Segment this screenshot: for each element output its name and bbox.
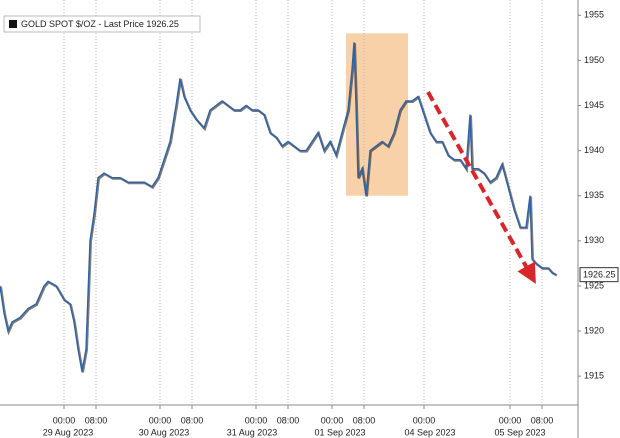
x-tick-label: 08:00 bbox=[85, 415, 108, 425]
legend-swatch bbox=[9, 20, 17, 28]
y-tick-label: 1950 bbox=[584, 55, 604, 65]
x-tick-label: 00:00 bbox=[499, 415, 522, 425]
y-tick-label: 1915 bbox=[584, 371, 604, 381]
date-label: 01 Sep 2023 bbox=[314, 427, 365, 437]
trend-arrow bbox=[426, 91, 536, 284]
price-line bbox=[0, 42, 557, 372]
date-label: 29 Aug 2023 bbox=[43, 427, 94, 437]
price-line-shadow bbox=[0, 43, 558, 373]
x-tick-label: 00:00 bbox=[149, 415, 172, 425]
y-tick-label: 1935 bbox=[584, 190, 604, 200]
x-tick-label: 08:00 bbox=[353, 415, 376, 425]
date-label: 30 Aug 2023 bbox=[139, 427, 190, 437]
x-tick-label: 00:00 bbox=[413, 415, 436, 425]
x-tick-label: 08:00 bbox=[277, 415, 300, 425]
x-tick-label: 00:00 bbox=[245, 415, 268, 425]
y-tick-label: 1920 bbox=[584, 325, 604, 335]
date-label: 05 Sep 2023 bbox=[494, 427, 545, 437]
legend-box bbox=[3, 15, 201, 33]
x-tick-label: 00:00 bbox=[53, 415, 76, 425]
y-tick-label: 1940 bbox=[584, 145, 604, 155]
last-price-label: 1926.25 bbox=[583, 270, 616, 280]
y-tick-label: 1945 bbox=[584, 100, 604, 110]
last-price-tag bbox=[579, 267, 619, 283]
date-label: 04 Sep 2023 bbox=[404, 427, 455, 437]
y-tick-label: 1955 bbox=[584, 10, 604, 20]
y-tick-label: 1930 bbox=[584, 235, 604, 245]
x-tick-label: 08:00 bbox=[531, 415, 554, 425]
y-tick-label: 1925 bbox=[584, 280, 604, 290]
date-label: 31 Aug 2023 bbox=[227, 427, 278, 437]
legend-text: GOLD SPOT $/OZ - Last Price 1926.25 bbox=[21, 19, 179, 29]
x-tick-label: 00:00 bbox=[321, 415, 344, 425]
x-tick-label: 08:00 bbox=[181, 415, 204, 425]
